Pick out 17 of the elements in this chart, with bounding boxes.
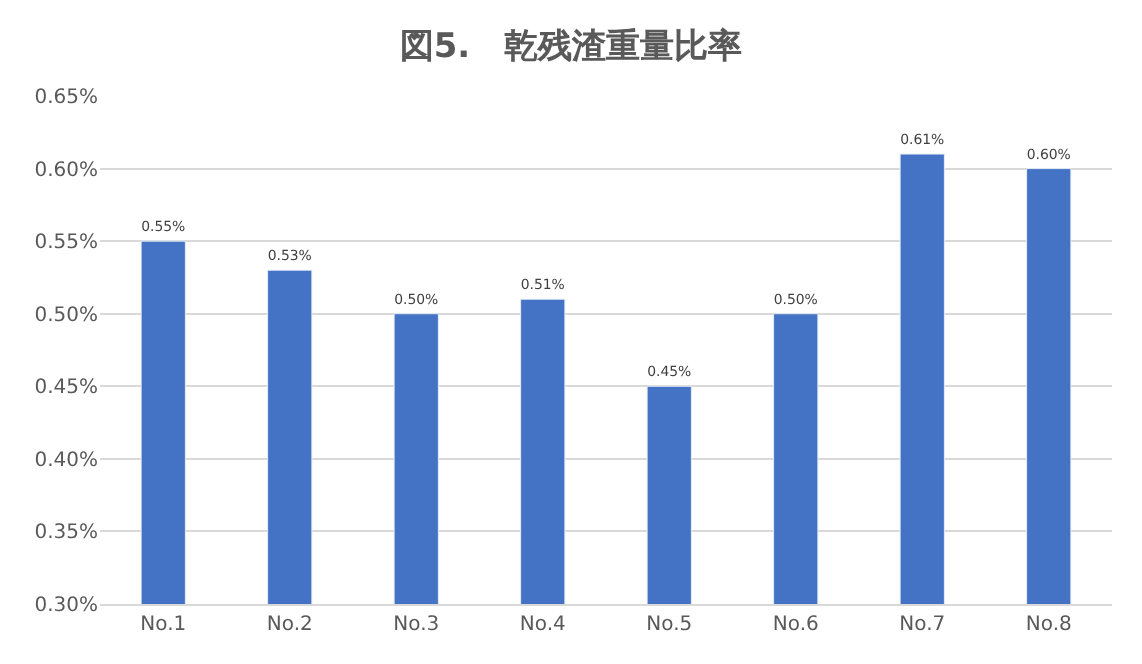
y-tick-label: 0.60% xyxy=(34,159,98,182)
x-tick-label: No.4 xyxy=(519,614,566,636)
x-tick-label: No.6 xyxy=(772,614,819,636)
x-tick-label: No.7 xyxy=(899,614,946,636)
x-tick-label: No.5 xyxy=(646,614,693,636)
x-tick-label: No.2 xyxy=(266,614,313,636)
y-tick-label: 0.55% xyxy=(34,232,98,255)
y-tick-label: 0.30% xyxy=(34,595,98,617)
y-tick-label: 0.65% xyxy=(34,87,98,109)
x-tick-label: No.1 xyxy=(140,614,187,636)
x-tick-label: No.3 xyxy=(393,614,440,636)
chart-title: 図5. 乾残渣重量比率 xyxy=(399,27,743,67)
y-tick-label: 0.40% xyxy=(34,449,98,472)
y-tick-label: 0.50% xyxy=(34,304,98,327)
y-tick-label: 0.45% xyxy=(34,377,98,400)
x-tick-label: No.8 xyxy=(1025,614,1072,636)
y-tick-label: 0.35% xyxy=(34,522,98,545)
